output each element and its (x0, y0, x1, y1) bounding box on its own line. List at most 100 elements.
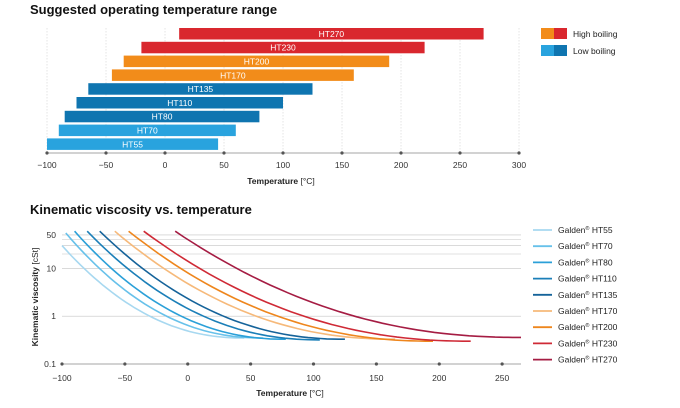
viscosity-x-tick-label: 250 (495, 373, 509, 383)
range-x-label-prefix: Temperature (247, 176, 298, 186)
viscosity-x-tick-dot (500, 362, 504, 366)
viscosity-y-tick-label: 1 (51, 311, 56, 321)
viscosity-legend-label: Galden® HT170 (558, 306, 618, 316)
range-bar (88, 83, 313, 95)
viscosity-chart-title: Kinematic viscosity vs. temperature (30, 202, 252, 217)
legend-model: HT270 (589, 355, 617, 365)
range-bar-label: HT135 (188, 84, 214, 94)
viscosity-legend-label: Galden® HT270 (558, 355, 618, 365)
legend-model: HT170 (589, 306, 617, 316)
viscosity-x-tick-label: 100 (306, 373, 320, 383)
range-bar (111, 69, 354, 81)
range-tick-label: 100 (276, 160, 290, 170)
viscosity-series-line (174, 230, 521, 339)
viscosity-x-tick-label: 150 (369, 373, 383, 383)
range-tick-dot (399, 151, 403, 155)
viscosity-series-line (61, 245, 245, 339)
viscosity-x-label-unit: [°C] (309, 388, 323, 398)
legend-brand: Galden (558, 225, 586, 235)
legend-model: HT230 (589, 338, 617, 348)
viscosity-series-line (114, 230, 396, 341)
legend-model: HT135 (589, 290, 617, 300)
range-tick-dot (222, 151, 226, 155)
viscosity-legend-label: Galden® HT70 (558, 241, 613, 251)
range-tick-dot (517, 151, 521, 155)
registered-mark: ® (585, 274, 589, 281)
range-bar-label: HT200 (244, 57, 270, 67)
viscosity-series-line (143, 230, 471, 343)
range-bar-label: HT55 (122, 139, 143, 149)
legend-brand: Galden (558, 257, 586, 267)
range-tick-dot (458, 151, 462, 155)
viscosity-legend-label: Galden® HT135 (558, 290, 618, 300)
range-bar (76, 97, 283, 109)
registered-mark: ® (585, 290, 589, 297)
range-tick-label: 250 (453, 160, 467, 170)
range-tick-label: 200 (394, 160, 408, 170)
range-bar-label: HT170 (220, 70, 246, 80)
viscosity-y-tick-label: 50 (47, 230, 57, 240)
legend-model: HT80 (589, 257, 612, 267)
range-legend: High boiling Low boiling (541, 28, 618, 56)
legend-model: HT70 (589, 241, 612, 251)
viscosity-lines (61, 230, 521, 343)
viscosity-series-line (65, 232, 264, 339)
registered-mark: ® (585, 241, 589, 248)
viscosity-series-line (128, 230, 433, 343)
registered-mark: ® (585, 257, 589, 264)
legend-label: High boiling (573, 29, 618, 39)
legend-model: HT55 (589, 225, 612, 235)
viscosity-x-tick-label: 50 (246, 373, 256, 383)
range-tick-label: 50 (219, 160, 229, 170)
range-tick-dot (45, 151, 49, 155)
range-tick-label: 300 (512, 160, 526, 170)
range-x-axis-label: Temperature [°C] (247, 176, 315, 186)
legend-model: HT110 (589, 274, 617, 284)
range-bar (58, 124, 236, 137)
range-x-label-unit: [°C] (300, 176, 314, 186)
viscosity-x-tick-dot (311, 362, 316, 366)
registered-mark: ® (585, 322, 589, 329)
viscosity-x-tick-dot (123, 362, 127, 366)
range-chart-title: Suggested operating temperature range (30, 2, 277, 17)
legend-swatch-light (541, 45, 554, 56)
range-bar (179, 28, 484, 40)
registered-mark: ® (585, 355, 589, 362)
viscosity-legend-label: Galden® HT55 (558, 225, 613, 235)
viscosity-series-line (99, 230, 345, 341)
legend-brand: Galden (558, 241, 586, 251)
range-tick-label: 150 (335, 160, 349, 170)
range-tick-dot (163, 151, 167, 155)
viscosity-y-ticks: 0.1 1 10 50 (44, 230, 56, 369)
viscosity-series-line (74, 230, 286, 341)
legend-brand: Galden (558, 322, 586, 332)
viscosity-x-tick-label: −50 (118, 373, 133, 383)
range-x-ticks: −100 −50 0 50 100 150 200 250 300 (37, 151, 526, 170)
temperature-range-chart: Suggested operating temperature range HT… (30, 2, 618, 186)
viscosity-x-tick-dot (60, 362, 64, 366)
viscosity-x-ticks: −100 −50 0 50 100 150 200 250 (52, 362, 509, 383)
viscosity-legend-label: Galden® HT80 (558, 257, 613, 267)
viscosity-legend-label: Galden® HT230 (558, 338, 618, 348)
range-tick-label: −100 (37, 160, 56, 170)
range-tick-label: 0 (163, 160, 168, 170)
range-tick-dot (340, 151, 344, 155)
range-bar-label: HT270 (319, 29, 345, 39)
viscosity-y-tick-label: 10 (47, 263, 57, 273)
viscosity-y-label-prefix: Kinematic viscosity (30, 267, 40, 347)
viscosity-x-tick-label: 0 (185, 373, 190, 383)
viscosity-x-tick-label: 200 (432, 373, 446, 383)
viscosity-x-tick-dot (249, 362, 253, 366)
legend-brand: Galden (558, 274, 586, 284)
viscosity-y-label-unit: [cSt] (30, 248, 40, 265)
legend-model: HT200 (589, 322, 617, 332)
viscosity-y-axis-label: Kinematic viscosity [cSt] (30, 248, 40, 347)
viscosity-x-tick-dot (437, 362, 441, 366)
range-tick-dot (104, 151, 108, 155)
viscosity-x-tick-dot (186, 362, 190, 366)
range-bar (47, 138, 219, 150)
range-tick-dot (281, 151, 285, 155)
range-bar-label: HT230 (270, 43, 296, 53)
viscosity-legend-label: Galden® HT110 (558, 274, 617, 284)
